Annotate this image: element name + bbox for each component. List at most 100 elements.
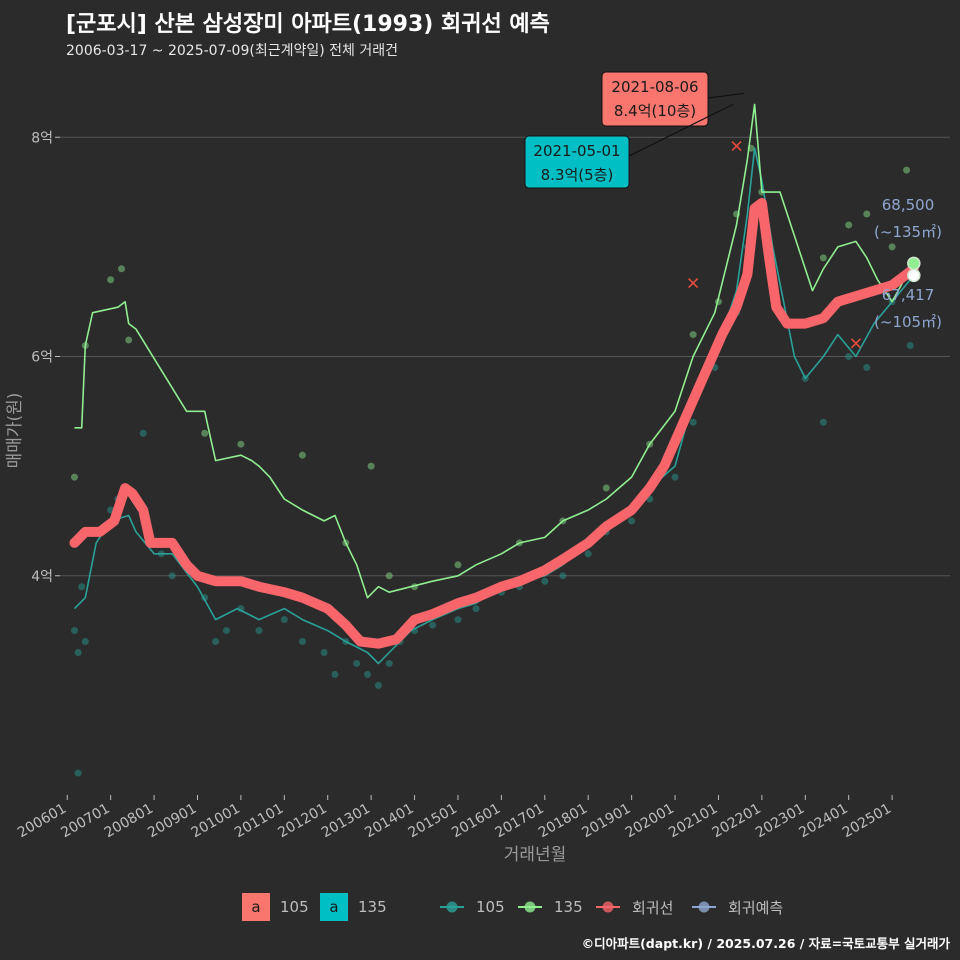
legend-key-regression [596, 901, 620, 913]
x-tick-label-19: 202501 [840, 801, 894, 842]
x-tick-label-4: 201001 [189, 801, 243, 842]
legend-swatch-135: a [320, 893, 348, 921]
scatter-point-135-15 [602, 484, 610, 492]
scatter-point-135-25 [888, 243, 896, 251]
scatter-point-135-6 [237, 440, 245, 448]
scatter-point-135-22 [819, 254, 827, 262]
annotation-value-0: 8.4억(10층) [614, 102, 696, 120]
y-tick-label-1: 6억 [31, 350, 53, 366]
scatter-point-105-47 [845, 353, 853, 361]
scatter-point-105-34 [584, 550, 592, 558]
legend-line-105: 105 [438, 892, 505, 922]
legend-label-105: a 105 [242, 892, 309, 922]
legend-text-regression: 회귀선 [632, 898, 674, 917]
x-tick-label-17: 202301 [753, 801, 807, 842]
scatter-point-105-12 [212, 638, 220, 646]
annotation-leader-1 [628, 103, 734, 157]
legend-text-prediction: 회귀예측 [728, 898, 784, 917]
scatter-point-135-2 [107, 276, 115, 284]
scatter-point-105-19 [331, 670, 339, 678]
annotation-box-1 [524, 135, 630, 189]
legend-text-label-105: 105 [280, 898, 309, 916]
chart-subtitle: 2006-03-17 ~ 2025-07-09(최근계약일) 전체 거래건 [66, 43, 398, 59]
x-tick-label-11: 201701 [493, 801, 547, 842]
scatter-point-105-16 [280, 616, 288, 624]
x-tick-label-14: 202001 [623, 801, 677, 842]
scatter-point-105-0 [70, 627, 78, 635]
scatter-point-135-7 [298, 451, 306, 459]
legend-text-line-135: 135 [554, 898, 583, 916]
x-tick-label-13: 201901 [579, 801, 633, 842]
x-tick-label-10: 201601 [449, 801, 503, 842]
annotation-date-1: 2021-05-01 [533, 142, 620, 160]
x-tick-label-6: 201201 [275, 801, 329, 842]
prediction-area-0: (~135㎡) [874, 223, 942, 241]
scatter-point-105-4 [74, 769, 82, 777]
scatter-point-135-12 [454, 561, 462, 569]
scatter-point-105-27 [429, 621, 437, 629]
legend-line-135: 135 [516, 892, 583, 922]
cross-mark-2 [850, 338, 862, 349]
x-tick-label-0: 200601 [15, 801, 69, 842]
caption: ©디아파트(dapt.kr) / 2025.07.26 / 자료=국토교통부 실… [581, 936, 950, 951]
legend-label-135: a 135 [320, 892, 387, 922]
y-tick-label-0: 4억 [31, 569, 53, 585]
series-line-regression [69, 198, 919, 649]
scatter-point-105-32 [541, 577, 549, 585]
legend-line-prediction: 회귀예측 [690, 892, 783, 922]
scatter-point-135-26 [903, 166, 911, 174]
legend-key-105 [440, 901, 464, 913]
legend-key-prediction [692, 901, 716, 913]
scatter-point-105-21 [353, 659, 361, 667]
x-tick-label-16: 202201 [710, 801, 764, 842]
scatter-point-135-5 [201, 429, 209, 437]
scatter-point-105-18 [320, 648, 328, 656]
legend-key-dot-3 [698, 901, 710, 913]
legend-key-dot-1 [524, 901, 536, 913]
scatter-point-135-0 [70, 473, 78, 481]
scatter-point-105-24 [385, 659, 393, 667]
prediction-point-135 [907, 256, 921, 271]
x-axis-title: 거래년월 [504, 845, 567, 865]
x-tick-label-8: 201401 [362, 801, 416, 842]
legend-key-dot-2 [602, 901, 614, 913]
scatter-point-135-10 [385, 572, 393, 580]
scatter-point-135-9 [367, 462, 375, 470]
x-tick-label-5: 201101 [232, 801, 286, 842]
cross-mark-1 [731, 140, 742, 152]
annotation-box-0 [601, 71, 709, 127]
scatter-point-105-10 [168, 572, 176, 580]
prediction-value-1: 67,417 [882, 286, 935, 304]
x-tick-label-12: 201801 [536, 801, 590, 842]
scatter-point-135-3 [118, 265, 126, 273]
legend-key-dot-0 [446, 901, 458, 913]
x-tick-label-18: 202401 [796, 801, 850, 842]
x-tick-label-3: 200901 [145, 801, 199, 842]
chart-title: [군포시] 산본 삼성장미 아파트(1993) 회귀선 예측 [66, 12, 550, 37]
scatter-point-105-22 [364, 670, 372, 678]
x-tick-label-15: 202101 [666, 801, 720, 842]
scatter-point-105-8 [139, 429, 147, 437]
scatter-point-135-4 [125, 336, 133, 344]
scatter-point-105-3 [81, 638, 89, 646]
scatter-point-105-36 [628, 517, 636, 525]
cross-mark-0 [688, 277, 699, 289]
prediction-area-1: (~105㎡) [874, 313, 942, 331]
x-tick-label-1: 200701 [58, 801, 112, 842]
scatter-point-105-1 [74, 648, 82, 656]
x-tick-label-2: 200801 [102, 801, 156, 842]
scatter-point-105-48 [863, 363, 871, 371]
legend: a 105 a 135 105 135 회귀선 회귀예측 [0, 892, 960, 922]
annotation-value-1: 8.3억(5층) [541, 166, 614, 184]
prediction-value-0: 68,500 [882, 196, 935, 214]
scatter-point-105-38 [671, 473, 679, 481]
scatter-point-105-2 [78, 583, 86, 591]
scatter-point-105-29 [472, 605, 480, 613]
scatter-point-105-23 [374, 681, 382, 689]
scatter-point-135-23 [845, 221, 853, 229]
x-tick-label-7: 201301 [319, 801, 373, 842]
series-line-135 [74, 103, 911, 599]
scatter-point-135-24 [863, 210, 871, 218]
